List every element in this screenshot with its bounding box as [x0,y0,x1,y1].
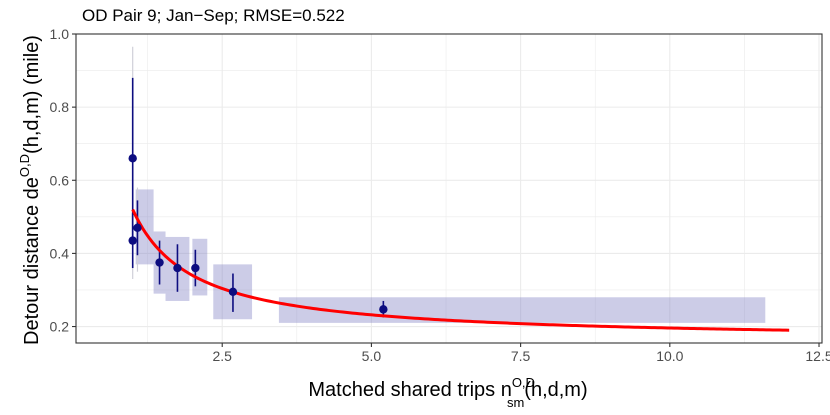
x-axis-label-sup: O,D [512,375,535,390]
y-axis-label: Detour distance deO,D(h,d,m) (mile) [17,35,43,345]
x-axis-ticks: 2.5 5.0 7.5 10.0 12.5 [212,343,830,364]
range-rect [278,297,766,323]
grid-major [76,34,822,343]
y-tick-label: 0.8 [50,99,70,115]
data-point [173,263,182,273]
fit-curve [131,208,790,332]
x-axis-label-sub: sm [507,395,524,410]
chart-title: OD Pair 9; Jan−Sep; RMSE=0.522 [82,6,345,25]
y-tick-label: 1.0 [50,26,70,42]
y-axis-label-sup: O,D [17,154,32,177]
data-point [128,154,137,163]
data-point [133,223,142,233]
grid-minor [76,34,822,343]
data-point [191,263,200,273]
x-axis-label-suffix: (h,d,m) [524,379,587,401]
y-tick-label: 0.4 [50,245,70,261]
y-axis-ticks: 0.2 0.4 0.6 0.8 1.0 [50,26,76,335]
x-axis-label-prefix: Matched shared trips n [308,379,511,401]
x-axis-label: Matched shared trips nO,D sm(h,d,m) [308,375,587,410]
plot-panel-border [75,33,823,344]
x-tick-label: 5.0 [362,348,382,364]
range-rect [135,189,154,265]
data-point [128,236,137,245]
x-tick-label: 7.5 [511,348,531,364]
x-tick-label: 2.5 [212,348,232,364]
y-axis-label-prefix: Detour distance de [21,177,43,345]
y-axis-label-suffix: (h,d,m) (mile) [21,35,43,154]
x-tick-label: 10.0 [656,348,683,364]
data-points [128,154,388,314]
plot-panel [76,34,822,343]
data-point [155,258,164,267]
x-tick-label: 12.5 [805,348,830,364]
y-tick-label: 0.2 [50,319,70,335]
data-point [228,287,238,297]
y-tick-label: 0.6 [50,172,70,188]
data-point [379,305,388,314]
